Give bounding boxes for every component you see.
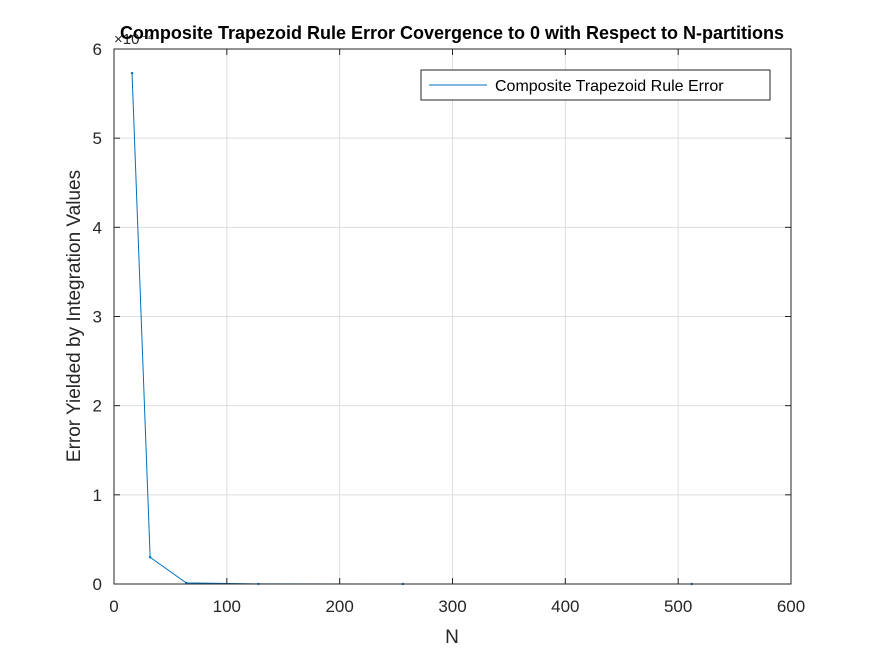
tick-marks [113, 48, 792, 585]
legend: Composite Trapezoid Rule Error [420, 69, 771, 101]
x-axis-label: N [445, 627, 459, 648]
x-tick-labels: 0 100 200 300 400 500 600 [109, 597, 805, 616]
y-tick-label: 2 [93, 397, 102, 416]
x-tick-label: 500 [664, 597, 692, 616]
y-tick-label: 1 [93, 486, 102, 505]
y-exponent-label: ×10⁻⁴ [114, 31, 154, 48]
y-tick-label: 3 [93, 308, 102, 327]
y-tick-label: 5 [93, 129, 102, 148]
x-tick-label: 200 [325, 597, 353, 616]
x-tick-label: 300 [438, 597, 466, 616]
y-tick-labels: 0 1 2 3 4 5 6 [93, 40, 102, 594]
x-tick-label: 0 [109, 597, 118, 616]
y-tick-label: 6 [93, 40, 102, 59]
legend-entry-label: Composite Trapezoid Rule Error [495, 78, 724, 95]
grid-lines [114, 49, 791, 584]
y-tick-label: 4 [93, 218, 102, 237]
y-tick-label: 0 [93, 575, 102, 594]
x-tick-label: 100 [213, 597, 241, 616]
y-axis-label: Error Yielded by Integration Values [64, 170, 85, 462]
chart-title: Composite Trapezoid Rule Error Covergenc… [120, 23, 784, 43]
data-point [130, 71, 134, 75]
x-tick-label: 600 [777, 597, 805, 616]
data-point [148, 556, 152, 559]
x-tick-label: 400 [551, 597, 579, 616]
